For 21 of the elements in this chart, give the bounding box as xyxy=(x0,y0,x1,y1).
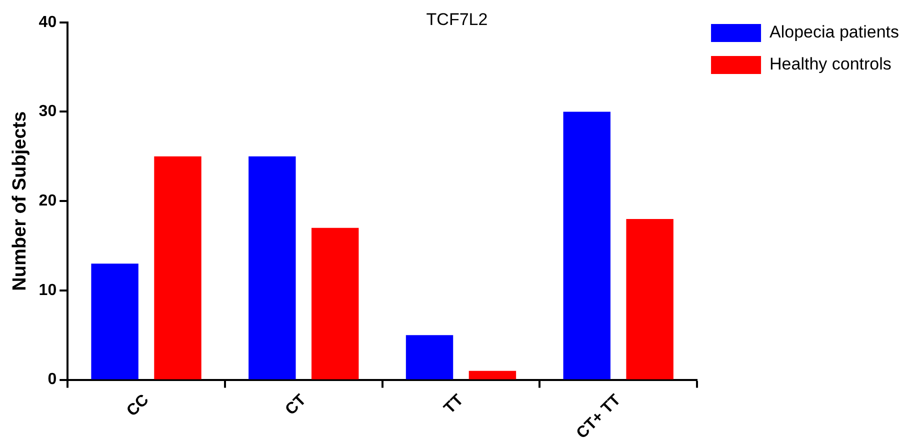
bar xyxy=(406,335,454,380)
bar xyxy=(154,156,202,380)
legend-label: Alopecia patients xyxy=(770,22,900,42)
x-tick-label: CT+ TT xyxy=(574,391,624,442)
bar xyxy=(563,112,610,380)
y-axis-title: Number of Subjects xyxy=(10,111,31,291)
y-tick-label: 20 xyxy=(38,192,57,210)
x-tick-label: CC xyxy=(124,391,153,420)
x-tick-label: CT xyxy=(282,391,310,419)
legend-label: Healthy controls xyxy=(770,54,892,74)
y-tick-label: 0 xyxy=(48,371,57,388)
x-tick-label: TT xyxy=(441,391,468,418)
y-tick-label: 40 xyxy=(38,14,57,31)
chart-title: TCF7L2 xyxy=(426,10,488,29)
bar xyxy=(248,156,296,380)
bar xyxy=(626,218,674,380)
bar xyxy=(468,370,516,380)
bar xyxy=(312,228,359,380)
bar xyxy=(91,264,138,380)
y-tick-label: 10 xyxy=(38,282,57,299)
y-tick-label: 30 xyxy=(38,103,57,120)
